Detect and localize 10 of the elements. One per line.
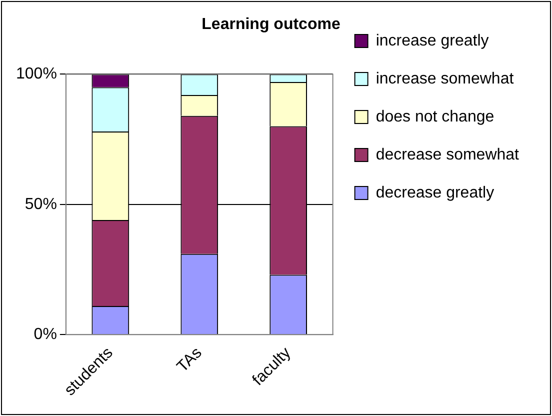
legend-label: does not change [376, 108, 494, 126]
y-tick-label: 100% [16, 66, 57, 83]
y-tick-label: 0% [34, 326, 57, 344]
y-tick-label: 50% [24, 196, 57, 213]
chart-title: Learning outcome [202, 16, 340, 34]
x-tick-label: TAs [174, 344, 206, 376]
legend-label: decrease greatly [376, 184, 494, 202]
legend-label: increase somewhat [376, 70, 514, 88]
legend-label: increase greatly [376, 32, 489, 50]
legend-label: decrease somewhat [376, 146, 520, 164]
